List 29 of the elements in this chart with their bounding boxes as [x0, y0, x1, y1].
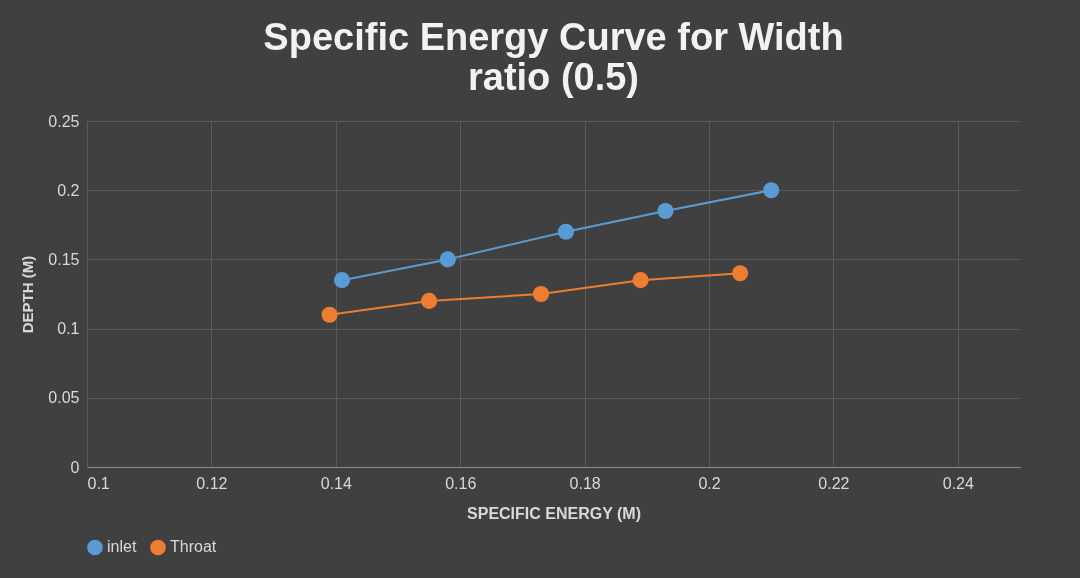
- x-tick-label: 0.1: [87, 474, 110, 492]
- legend-label: inlet: [107, 538, 137, 556]
- x-tick-label: 0.22: [818, 474, 850, 492]
- x-axis-title: SPECIFIC ENERGY (M): [467, 504, 641, 522]
- y-tick-label: 0.25: [48, 112, 80, 130]
- y-tick-label: 0.15: [48, 250, 80, 268]
- point: [321, 306, 338, 323]
- point: [763, 182, 780, 199]
- point: [557, 223, 574, 240]
- x-tick-label: 0.14: [320, 474, 352, 492]
- point: [533, 285, 550, 303]
- legend-label: Throat: [170, 538, 217, 556]
- x-tick-label: 0.16: [445, 474, 477, 492]
- y-tick-label: 0.05: [48, 389, 80, 407]
- y-tick-label: 0.2: [57, 181, 80, 199]
- y-tick-label: 0.1: [57, 320, 80, 338]
- chart-title: Specific Energy Curve for Width ratio (0.5): [263, 16, 844, 98]
- point: [632, 272, 649, 289]
- x-tick-label: 0.18: [569, 474, 601, 492]
- y-axis-title: DEPTH (M): [19, 255, 37, 334]
- point: [732, 265, 749, 282]
- point: [439, 251, 456, 268]
- point: [421, 292, 438, 309]
- y-tick-label: 0: [70, 458, 80, 476]
- x-tick-label: 0.2: [698, 474, 721, 492]
- x-tick-label: 0.24: [942, 474, 974, 492]
- point: [333, 272, 351, 289]
- x-tick-label: 0.12: [196, 474, 228, 492]
- point: [657, 202, 674, 220]
